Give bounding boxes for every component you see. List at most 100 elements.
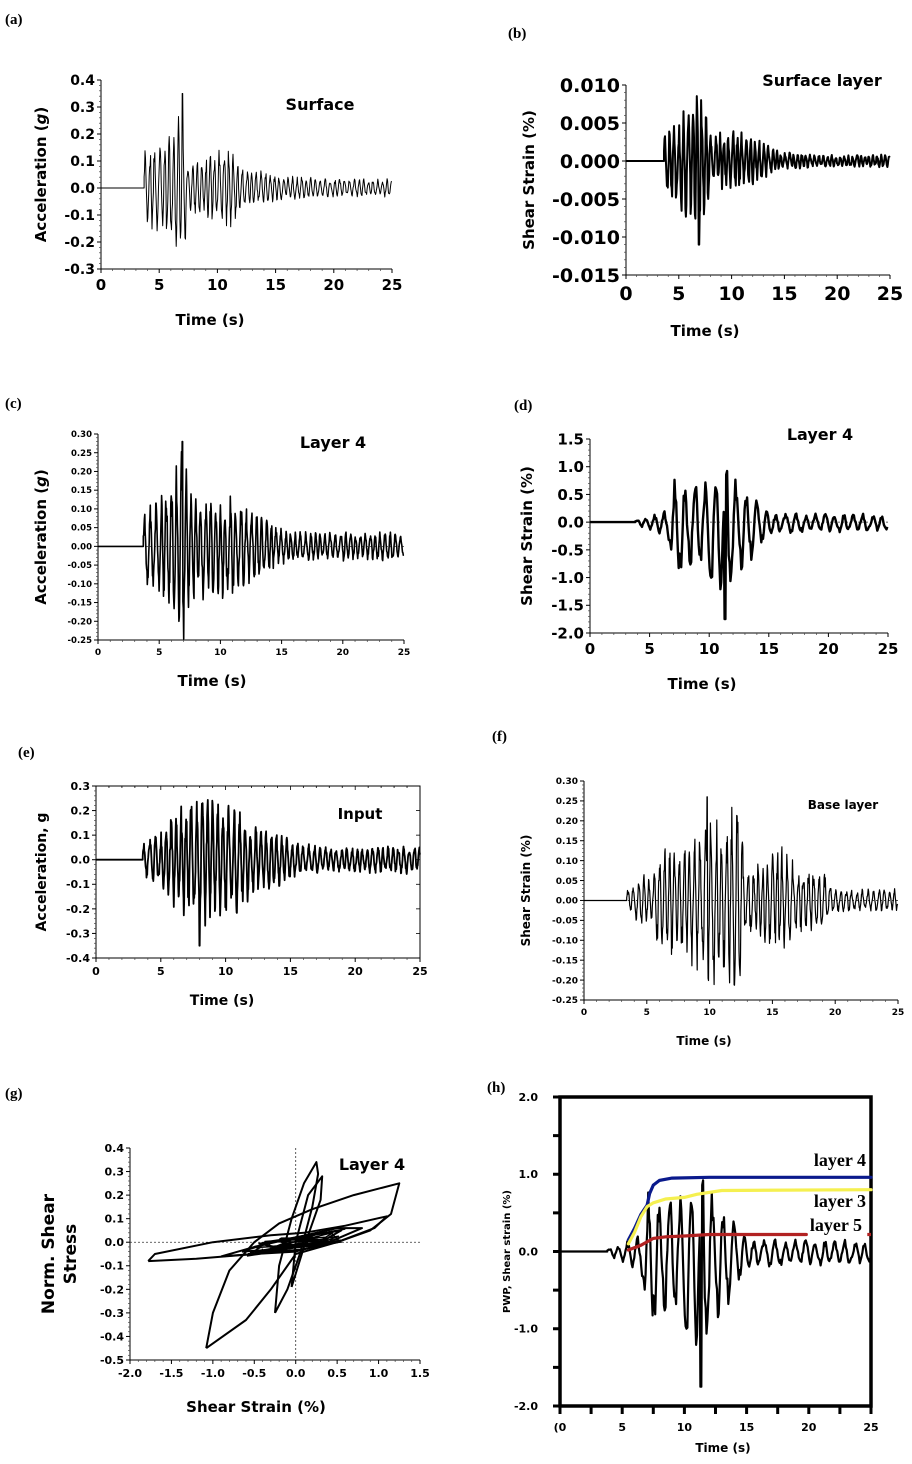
y-tick-label: 0.0 xyxy=(519,1245,539,1258)
x-tick-label: 20 xyxy=(829,1008,842,1018)
y-tick-label: 0.0 xyxy=(71,854,91,867)
y-axis-label-end: ) xyxy=(32,469,50,476)
time-history-line xyxy=(626,95,891,246)
hysteresis-cluster xyxy=(246,1228,346,1257)
y-tick-label: -0.1 xyxy=(100,1260,124,1273)
y-tick-label: 0.2 xyxy=(71,805,91,818)
y-axis-label: Shear Strain (%) xyxy=(519,835,533,947)
y-tick-label: 0.00 xyxy=(71,542,92,552)
panel-g: (g)0.40.30.20.10.0-0.1-0.2-0.3-0.4-0.5-2… xyxy=(5,1086,430,1416)
y-tick-label: -1.0 xyxy=(551,569,584,587)
x-tick-label: -1.5 xyxy=(159,1367,183,1380)
y-tick-label: -2.0 xyxy=(551,624,584,642)
y-tick-label: -0.2 xyxy=(100,1283,124,1296)
x-tick-label: 15 xyxy=(766,1008,779,1018)
y-tick-label: 0.005 xyxy=(560,113,620,135)
x-axis-label: Time (s) xyxy=(177,672,246,690)
x-tick-label: (0 xyxy=(554,1421,567,1434)
x-axis-label: Shear Strain (%) xyxy=(186,1398,326,1416)
panel-title: Layer 4 xyxy=(339,1155,405,1174)
legend-layer-5: layer 5 xyxy=(810,1215,862,1235)
y-tick-label: -0.15 xyxy=(552,956,578,966)
x-axis-label: Time (s) xyxy=(676,1034,731,1048)
x-tick-label: 15 xyxy=(283,965,298,978)
x-tick-label: 20 xyxy=(323,276,344,294)
x-tick-label: 20 xyxy=(801,1421,817,1434)
y-axis-label-unit: g xyxy=(32,113,50,124)
y-tick-label: -0.15 xyxy=(68,599,93,609)
y-tick-label: -0.010 xyxy=(552,227,620,249)
time-history-line xyxy=(98,440,405,640)
panel-label: (d) xyxy=(514,398,532,414)
y-tick-label: -0.015 xyxy=(552,265,620,287)
time-history-line xyxy=(101,93,392,247)
panel-d: (d) 1.5 1.0 0.5 0.0 -0.5 -1.0 -1.5 -2.00 5 10 15 20 2… xyxy=(514,398,898,693)
y-tick-label: 1.0 xyxy=(557,458,584,476)
series-group xyxy=(96,799,421,947)
y-tick-label: 0.30 xyxy=(556,777,578,787)
series-group xyxy=(560,1179,872,1388)
series-group xyxy=(590,469,889,621)
x-tick-label: 15 xyxy=(275,648,288,658)
y-tick-label: -0.5 xyxy=(551,541,584,559)
hysteresis-loop xyxy=(205,1182,401,1350)
y-tick-label: 0.3 xyxy=(71,780,91,793)
x-tick-label: 20 xyxy=(824,283,850,305)
x-tick-label: 5 xyxy=(157,965,165,978)
time-history-line xyxy=(560,1179,872,1388)
y-tick-label: 0.2 xyxy=(70,127,95,143)
y-tick-label: 0.20 xyxy=(556,817,578,827)
y-axis-label: Shear Strain (%) xyxy=(518,466,536,606)
y-tick-label: -0.25 xyxy=(552,996,578,1006)
x-tick-label: 25 xyxy=(877,283,903,305)
x-tick-label: 25 xyxy=(878,640,899,658)
panel-title: Input xyxy=(338,805,383,823)
x-tick-label: 0 xyxy=(95,648,101,658)
panel-title: Layer 4 xyxy=(787,425,853,444)
y-tick-label: 0.15 xyxy=(556,837,578,847)
y-tick-label: 2.0 xyxy=(519,1091,539,1104)
series-group xyxy=(626,95,891,246)
legend-layer-3: layer 3 xyxy=(814,1191,866,1211)
panel-label: (c) xyxy=(5,396,22,412)
y-axis-label: Shear Strain (%) xyxy=(520,110,538,250)
y-tick-label: -0.20 xyxy=(552,976,578,986)
hysteresis-loop xyxy=(147,1215,388,1263)
panel-label: (h) xyxy=(487,1080,505,1096)
y-tick-label: -1.0 xyxy=(514,1323,538,1336)
x-tick-label: 20 xyxy=(818,640,839,658)
y-tick-label: 0.30 xyxy=(71,430,92,440)
x-tick-label: 0 xyxy=(96,276,106,294)
series-group xyxy=(584,796,899,986)
y-axis-label: PWP, Shear strain (%) xyxy=(502,1190,513,1313)
y-tick-label: 0.1 xyxy=(71,829,91,842)
x-axis-label: Time (s) xyxy=(667,675,736,693)
x-tick-label: -2.0 xyxy=(118,1367,142,1380)
x-axis-label: Time (s) xyxy=(695,1441,750,1455)
x-tick-label: 5 xyxy=(156,648,162,658)
x-tick-label: 5 xyxy=(644,1008,650,1018)
panel-e: (e) 0.3 0.2 0.1 0.0 -0.1 -0.2 -0.3 -0.40 5 10 15 20 2… xyxy=(18,745,428,1009)
y-axis-label: Acceleration (g) xyxy=(32,107,50,242)
y-tick-label: 0.4 xyxy=(105,1142,125,1155)
y-tick-label: -0.05 xyxy=(68,561,93,571)
x-tick-label: -1.0 xyxy=(201,1367,225,1380)
y-tick-label: 0.0 xyxy=(557,514,584,532)
x-tick-label: 25 xyxy=(382,276,403,294)
y-tick-label: -0.005 xyxy=(552,189,620,211)
y-axis-label-end: ) xyxy=(32,107,50,114)
x-tick-label: 20 xyxy=(337,648,350,658)
y-tick-label: -0.3 xyxy=(64,262,95,278)
y-tick-label: -0.4 xyxy=(100,1330,124,1343)
y-tick-label: 0.1 xyxy=(105,1213,125,1226)
x-tick-label: 10 xyxy=(718,283,744,305)
x-tick-label: 0.0 xyxy=(286,1367,306,1380)
y-tick-label: 0.5 xyxy=(557,486,584,504)
pwp-line-layer-3 xyxy=(626,1188,873,1246)
y-tick-label: -0.25 xyxy=(68,636,93,646)
y-tick-label: 0.05 xyxy=(71,524,92,534)
y-tick-label: 0.10 xyxy=(71,505,92,515)
pwp-line-layer-5 xyxy=(626,1232,808,1252)
panel-h: (h) 2.0 1.0 0.0 -1.0 -2.0 (0 5 10 15 20 25 Time (s) P… xyxy=(487,1080,879,1455)
